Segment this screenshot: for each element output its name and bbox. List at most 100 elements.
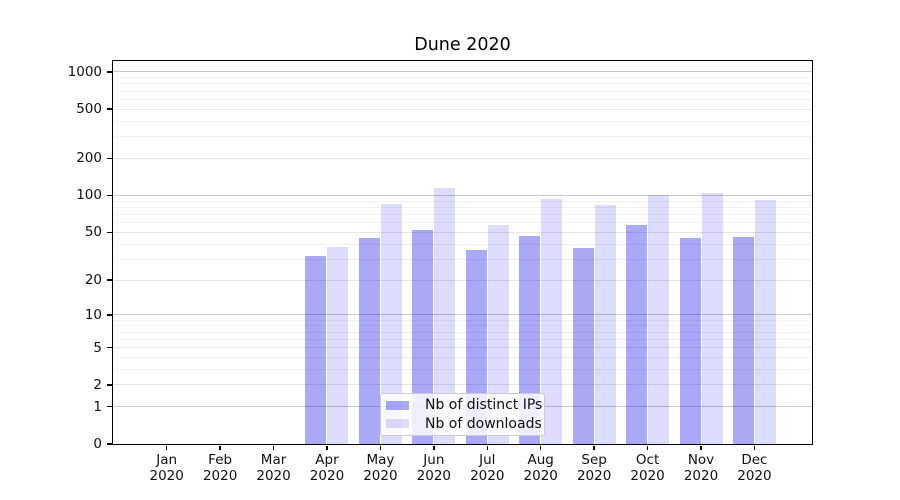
gridline-minor: [113, 77, 812, 79]
bar-nb-of-distinct-ips-11: [732, 236, 754, 444]
bar-nb-of-downloads-3: [327, 246, 349, 444]
legend: Nb of distinct IPs Nb of downloads: [380, 393, 545, 436]
bar-nb-of-distinct-ips-9: [626, 225, 648, 444]
bar-nb-of-downloads-4: [380, 204, 402, 444]
x-tick-label: Jun 2020: [404, 452, 464, 484]
gridline-minor: [113, 368, 812, 370]
y-tick-label: 100: [76, 187, 102, 204]
x-tick-label-line: 2020: [309, 467, 345, 484]
bar-nb-of-distinct-ips-8: [572, 248, 594, 444]
legend-swatch-downloads: [386, 419, 409, 429]
bar-nb-of-downloads-8: [594, 204, 616, 444]
gridline: [113, 314, 812, 316]
x-tick-label-line: 2020: [256, 467, 291, 484]
y-tick-mark: [107, 157, 112, 160]
x-tick-label-line: 2020: [630, 467, 665, 484]
x-tick-mark: [272, 445, 275, 450]
x-tick-label-line: 2020: [149, 467, 184, 484]
x-tick-label-line: Jun: [423, 452, 445, 468]
bar-nb-of-downloads-10: [701, 193, 723, 444]
y-tick-label: 1000: [67, 63, 102, 80]
legend-label-distinct-ips: Nb of distinct IPs: [425, 397, 543, 414]
y-tick-mark: [107, 405, 112, 408]
bar-nb-of-downloads-9: [648, 195, 670, 444]
x-tick-label: Oct 2020: [618, 452, 678, 484]
x-tick-label-line: 2020: [683, 467, 719, 484]
bar-nb-of-distinct-ips-4: [358, 237, 380, 444]
y-tick-mark: [107, 71, 112, 73]
gridline: [113, 108, 812, 110]
y-tick-label: 1: [93, 398, 102, 415]
gridline-minor: [113, 222, 812, 224]
gridline: [113, 194, 812, 196]
x-tick-label: May 2020: [350, 452, 410, 484]
x-tick-label-line: Oct: [635, 452, 660, 468]
gridline: [113, 384, 812, 386]
x-tick-mark: [753, 445, 756, 450]
y-tick-label: 500: [76, 101, 102, 118]
y-tick-mark: [107, 194, 112, 197]
x-tick-label: Jan 2020: [137, 452, 197, 484]
gridline: [113, 71, 812, 73]
x-tick-mark: [326, 445, 328, 450]
chart-title: Dune 2020: [414, 35, 511, 55]
y-tick-mark: [107, 279, 112, 281]
x-tick-label-line: 2020: [202, 467, 238, 484]
x-tick-label-line: Jan: [156, 452, 178, 468]
y-tick-mark: [107, 108, 112, 110]
gridline-minor: [113, 90, 812, 92]
x-tick-label-line: 2020: [737, 467, 772, 484]
x-tick-label: Feb 2020: [190, 452, 250, 484]
y-tick-label: 2: [93, 376, 102, 393]
x-tick-label-line: 2020: [523, 467, 558, 484]
gridline-minor: [113, 331, 812, 333]
gridline-minor: [113, 325, 812, 327]
x-tick-mark: [486, 445, 489, 450]
gridline: [113, 157, 812, 159]
legend-swatch-distinct-ips: [386, 400, 409, 410]
x-tick-label: Jul 2020: [457, 452, 517, 484]
x-tick-label: Sep 2020: [564, 452, 624, 484]
y-tick-mark: [107, 443, 112, 445]
bar-nb-of-distinct-ips-10: [679, 237, 701, 444]
x-tick-label-line: 2020: [416, 467, 452, 484]
x-tick-label-line: Aug: [527, 452, 554, 468]
bar-nb-of-distinct-ips-3: [305, 255, 327, 444]
gridline-minor: [113, 120, 812, 122]
bar-nb-of-downloads-5: [434, 188, 456, 444]
x-tick-mark: [700, 445, 702, 450]
x-tick-mark: [379, 445, 382, 450]
y-tick-label: 20: [84, 272, 102, 289]
bar-nb-of-downloads-7: [541, 198, 563, 444]
gridline-minor: [113, 213, 812, 215]
gridline-minor: [113, 200, 812, 202]
x-tick-mark: [165, 445, 168, 450]
legend-item-downloads: Nb of downloads: [386, 417, 544, 431]
gridline: [113, 347, 812, 348]
y-tick-mark: [107, 384, 112, 386]
gridline-minor: [113, 258, 812, 260]
y-tick-label: 50: [84, 224, 102, 241]
y-tick-mark: [107, 231, 112, 233]
x-tick-label: Apr 2020: [297, 452, 357, 484]
x-tick-label-line: 2020: [470, 467, 505, 484]
bar-nb-of-downloads-6: [487, 225, 509, 444]
legend-item-distinct-ips: Nb of distinct IPs: [386, 398, 544, 412]
x-tick-label: Mar 2020: [244, 452, 304, 484]
x-tick-label-line: Mar: [260, 452, 287, 468]
y-tick-label: 10: [84, 306, 102, 323]
x-tick-label: Aug 2020: [511, 452, 571, 484]
x-tick-label: Dec 2020: [724, 452, 784, 484]
gridline-minor: [113, 98, 812, 100]
gridline-minor: [113, 319, 812, 321]
x-tick-label-line: Feb: [208, 452, 233, 468]
gridline-minor: [113, 83, 812, 85]
x-tick-mark: [219, 445, 221, 450]
x-tick-mark: [646, 445, 649, 450]
x-tick-label-line: Apr: [315, 452, 339, 468]
gridline-minor: [113, 356, 812, 358]
bar-nb-of-downloads-11: [754, 199, 776, 444]
x-tick-label-line: Sep: [581, 452, 607, 468]
bar-nb-of-distinct-ips-5: [412, 230, 434, 444]
